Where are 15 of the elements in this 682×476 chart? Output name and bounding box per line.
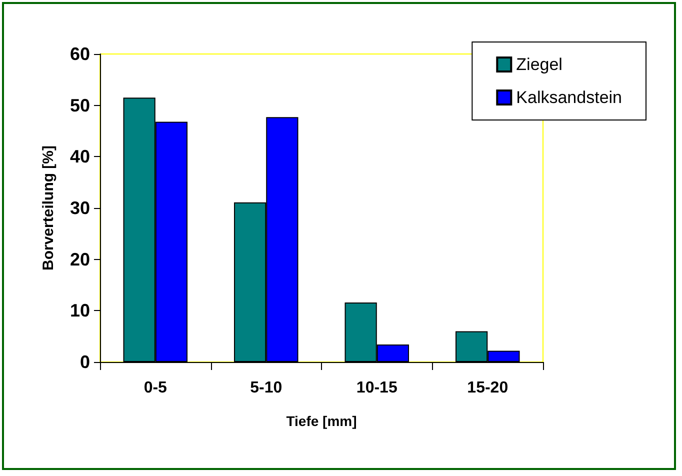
- legend-label: Ziegel: [516, 55, 562, 74]
- y-tick-label: 0: [80, 352, 90, 372]
- y-tick-label: 60: [70, 44, 90, 64]
- y-axis-title: Borverteilung [%]: [40, 145, 57, 271]
- x-tick-label: 15-20: [467, 380, 508, 396]
- x-axis-title: Tiefe [mm]: [286, 413, 357, 429]
- y-tick-label: 50: [70, 95, 90, 116]
- y-tick-label: 10: [70, 300, 90, 321]
- y-tick-label: 20: [70, 249, 90, 270]
- y-tick-label: 40: [70, 146, 90, 167]
- x-tick-label: 10-15: [356, 380, 398, 396]
- y-tick-label: 30: [70, 198, 90, 218]
- x-tick-label: 0-5: [144, 380, 168, 396]
- legend-label: Kalksandstein: [516, 88, 622, 107]
- x-tick-label: 5-10: [250, 380, 282, 396]
